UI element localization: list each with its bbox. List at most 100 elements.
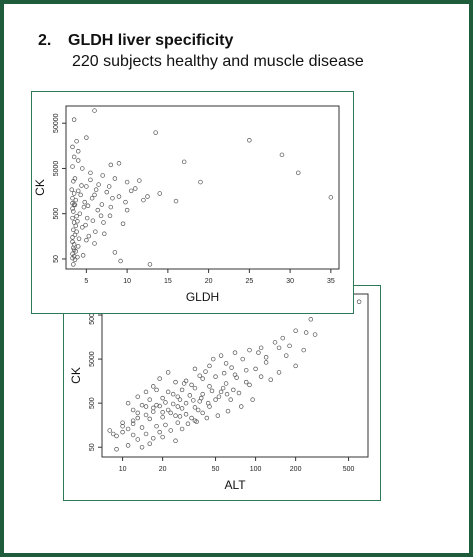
x-tick-label: 15 xyxy=(164,278,172,285)
data-point xyxy=(107,428,112,433)
x-tick-label: 500 xyxy=(343,466,355,473)
data-point xyxy=(125,443,131,448)
gldh-ck-scatter-chart: 5 10 15 20 25 30 35 50 500 5000 50000 GLDH CK xyxy=(33,105,340,304)
y-tick-label: 5000 xyxy=(89,351,96,367)
data-point xyxy=(137,178,142,183)
data-point xyxy=(88,170,93,176)
data-point xyxy=(228,397,233,402)
data-point xyxy=(236,390,242,396)
data-point xyxy=(218,389,224,395)
data-point xyxy=(256,350,261,355)
x-tick-label: 10 xyxy=(119,466,127,473)
data-point xyxy=(70,235,75,240)
plot-area-box xyxy=(65,105,340,270)
data-point xyxy=(78,192,83,198)
data-point xyxy=(135,410,141,416)
data-point xyxy=(81,204,87,210)
data-point xyxy=(279,152,285,158)
data-point xyxy=(189,415,194,421)
data-point xyxy=(276,345,282,351)
data-point xyxy=(258,345,264,351)
data-point xyxy=(220,385,226,391)
data-point xyxy=(207,384,212,389)
data-point xyxy=(71,245,76,251)
data-point xyxy=(177,414,183,419)
data-point xyxy=(276,370,282,375)
data-point xyxy=(160,414,165,420)
data-point xyxy=(247,138,252,143)
y-tick-label: 5000 xyxy=(53,161,60,177)
data-point xyxy=(147,441,152,446)
data-point xyxy=(356,299,362,305)
data-point xyxy=(194,419,199,424)
data-point xyxy=(125,400,131,406)
data-point xyxy=(160,434,165,440)
gldh-ck-scatter-panel: 5 10 15 20 25 30 35 50 500 5000 50000 GLDH CK xyxy=(31,91,354,314)
data-point xyxy=(71,117,77,122)
data-point xyxy=(154,423,159,429)
data-point xyxy=(84,215,90,221)
data-point xyxy=(229,365,234,370)
data-point xyxy=(154,402,159,408)
data-point xyxy=(71,209,76,214)
data-point xyxy=(120,423,125,429)
data-point xyxy=(96,182,101,187)
data-point xyxy=(130,418,136,423)
alt-ck-scatter-chart: 10 20 50 100 200 500 50 500 5000 50000 ALT CK xyxy=(69,293,369,492)
data-point xyxy=(110,195,115,201)
data-point xyxy=(71,154,77,160)
data-point xyxy=(71,262,76,267)
data-point xyxy=(223,361,229,366)
data-point xyxy=(183,378,189,384)
data-point xyxy=(116,194,122,199)
data-point xyxy=(203,369,208,374)
data-point xyxy=(135,437,141,442)
data-point xyxy=(218,353,224,358)
data-point xyxy=(170,401,176,407)
data-point xyxy=(207,363,212,369)
data-point xyxy=(147,262,153,267)
data-point xyxy=(107,213,113,219)
data-point xyxy=(163,422,168,428)
data-point xyxy=(95,207,101,213)
y-tick-label: 50000 xyxy=(53,113,60,133)
data-point xyxy=(90,218,96,223)
data-point xyxy=(200,410,205,416)
x-tick-label: 35 xyxy=(327,278,335,285)
data-point xyxy=(293,328,298,333)
data-point xyxy=(84,184,89,189)
data-point xyxy=(308,317,314,322)
data-point xyxy=(168,410,173,416)
data-point xyxy=(106,184,112,189)
data-point xyxy=(74,213,79,219)
data-point xyxy=(170,391,176,397)
data-point xyxy=(224,391,230,397)
data-point xyxy=(133,186,138,191)
data-point xyxy=(293,363,298,369)
data-point xyxy=(263,355,269,360)
x-tick-label: 30 xyxy=(286,278,294,285)
data-point xyxy=(101,220,106,225)
data-point xyxy=(301,347,306,353)
data-point xyxy=(143,431,149,437)
data-point xyxy=(280,335,285,341)
x-axis-label: GLDH xyxy=(186,290,219,304)
data-point xyxy=(200,376,205,381)
data-point xyxy=(108,204,114,210)
slide-title: GLDH liver specificity xyxy=(68,32,234,49)
data-point xyxy=(70,255,75,261)
data-point xyxy=(70,144,75,150)
data-point xyxy=(77,211,83,216)
data-point xyxy=(99,202,105,207)
data-point xyxy=(130,421,136,427)
data-point xyxy=(181,159,187,165)
data-point xyxy=(213,397,218,402)
data-point xyxy=(151,405,156,411)
x-tick-label: 25 xyxy=(245,278,253,285)
x-tick-label: 10 xyxy=(123,278,131,285)
data-point xyxy=(151,409,156,414)
data-point xyxy=(154,387,159,393)
data-point xyxy=(143,404,149,409)
data-point xyxy=(187,393,193,398)
